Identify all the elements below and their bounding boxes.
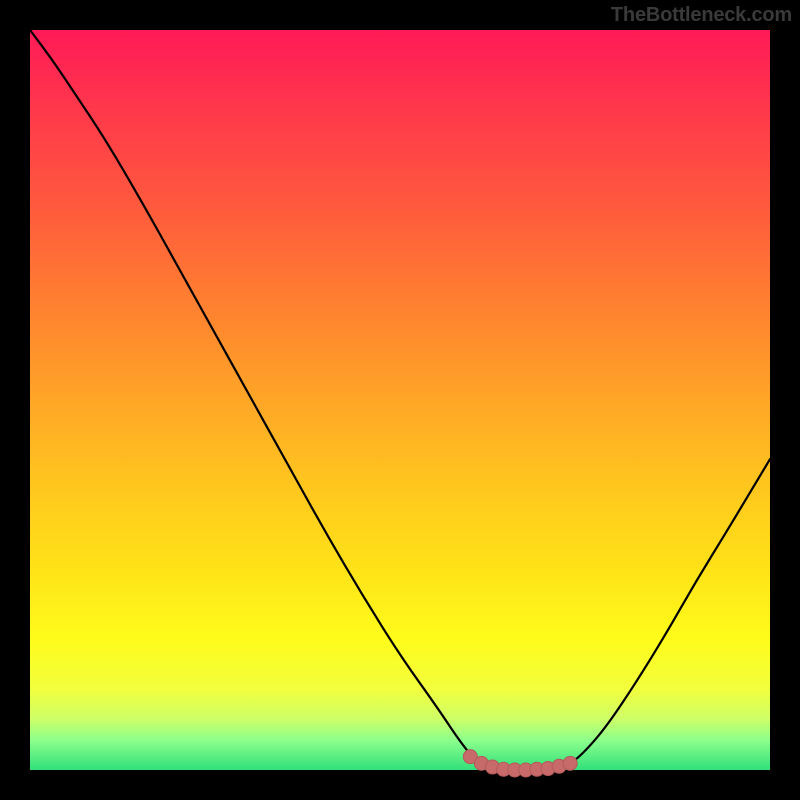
marker-dot	[563, 756, 577, 770]
watermark-text: TheBottleneck.com	[611, 4, 792, 27]
gradient-plot-background	[30, 30, 770, 770]
bottleneck-curve-chart	[0, 0, 800, 800]
chart-container: TheBottleneck.com	[0, 0, 800, 800]
